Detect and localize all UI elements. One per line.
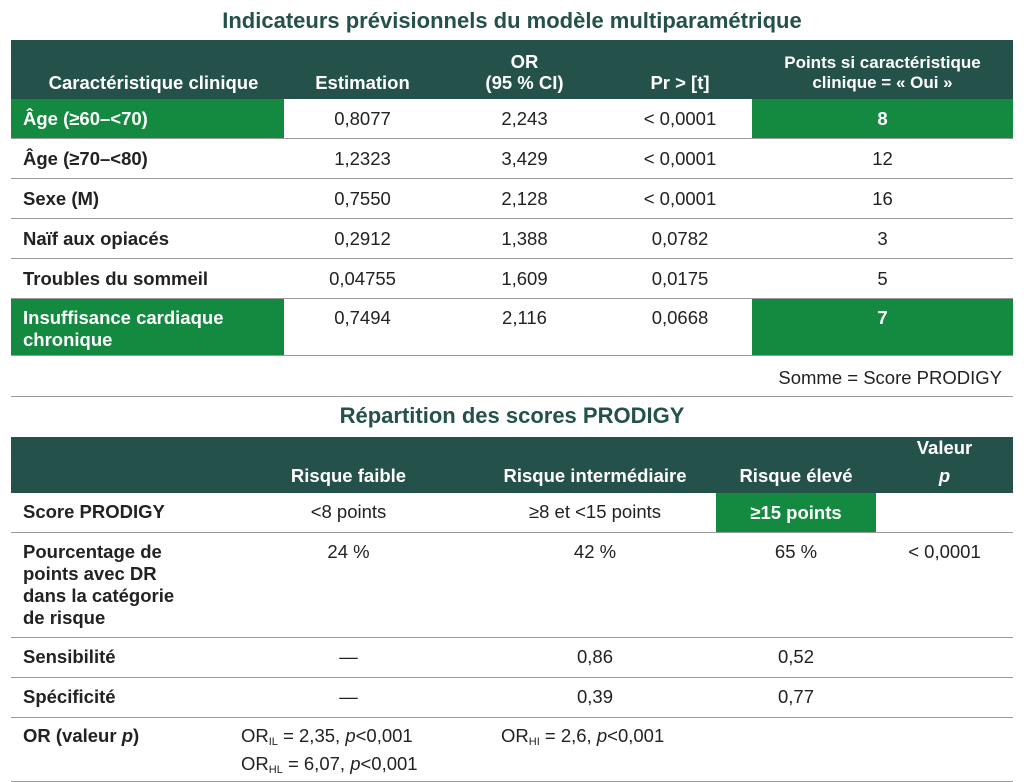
table-cell: < 0,0001 xyxy=(608,138,752,179)
table-row: Âge (≥60–<70) 0,8077 2,243 < 0,0001 8 xyxy=(11,99,1013,139)
table-cell: 0,7550 xyxy=(284,178,441,219)
column-header xyxy=(11,437,223,493)
or-label-p: p xyxy=(121,725,134,746)
column-header: Valeur p xyxy=(876,437,1013,493)
column-header: Risque intermédiaire xyxy=(474,437,716,493)
table-row: Spécificité — 0,39 0,77 xyxy=(11,677,1013,718)
table-cell xyxy=(876,677,1013,718)
pvalue-header: Valeur p xyxy=(916,437,973,486)
table-cell: 1,388 xyxy=(441,218,608,259)
or-il: ORIL = 2,35, p<0,001 xyxy=(241,725,413,748)
table-cell: 2,128 xyxy=(441,178,608,219)
table-row: Âge (≥70–<80) 1,2323 3,429 < 0,0001 12 xyxy=(11,138,1013,179)
column-header: Estimation xyxy=(284,40,441,99)
table-cell xyxy=(876,637,1013,678)
table-cell: 3,429 xyxy=(441,138,608,179)
table-cell: 1,609 xyxy=(441,258,608,299)
points-cell: 8 xyxy=(752,99,1013,139)
table-row: Pourcentage de points avec DR dans la ca… xyxy=(11,532,1013,638)
table-cell: 0,0668 xyxy=(608,298,752,356)
or-intermediate-cell: ORHI = 2,6, p<0,001 xyxy=(474,717,716,782)
table-row: Sexe (M) 0,7550 2,128 < 0,0001 16 xyxy=(11,178,1013,219)
table-cell: — xyxy=(223,677,474,718)
table-cell: 0,39 xyxy=(474,677,716,718)
or-low-cell: ORIL = 2,35, p<0,001 ORHL = 6,07, p<0,00… xyxy=(223,717,474,782)
column-header: Pr > [t] xyxy=(608,40,752,99)
table-cell: <8 points xyxy=(310,501,387,522)
row-label: Insuffisance cardiaque chronique xyxy=(11,298,284,356)
table-cell: 1,2323 xyxy=(284,138,441,179)
table-cell: 0,8077 xyxy=(334,108,391,129)
table-cell: < 0,0001 xyxy=(876,532,1013,638)
sum-note: Somme = Score PRODIGY xyxy=(778,367,1002,388)
row-label: Âge (≥70–<80) xyxy=(11,138,284,179)
table-row: Score PRODIGY <8 points ≥8 et <15 points… xyxy=(11,493,1013,533)
table-cell xyxy=(876,493,1013,533)
table-cell: 2,243 xyxy=(501,108,548,129)
row-label: Sexe (M) xyxy=(11,178,284,219)
table-cell: < 0,0001 xyxy=(608,178,752,219)
column-header: OR (95 % CI) xyxy=(441,40,608,99)
table-title-distribution: Répartition des scores PRODIGY xyxy=(339,403,685,428)
table-cell: 65 % xyxy=(716,532,876,638)
predictors-table: Caractéristique clinique Estimation OR (… xyxy=(11,40,1013,356)
row-label: Spécificité xyxy=(11,677,223,718)
table-cell: 0,2912 xyxy=(284,218,441,259)
table-row: OR (valeur p) ORIL = 2,35, p<0,001 ORHL … xyxy=(11,717,1013,782)
table-cell: 0,7494 xyxy=(284,298,441,356)
table-cell xyxy=(876,717,1013,782)
or-label-suffix: ) xyxy=(133,725,140,746)
column-header: Caractéristique clinique xyxy=(11,40,284,99)
row-label: Score PRODIGY xyxy=(23,501,165,522)
divider xyxy=(11,396,1013,397)
table-cell: 0,0175 xyxy=(608,258,752,299)
table-cell: 42 % xyxy=(474,532,716,638)
points-cell: 7 xyxy=(752,298,1013,356)
table-cell: 0,04755 xyxy=(284,258,441,299)
distribution-table: Risque faible Risque intermédiaire Risqu… xyxy=(11,437,1013,782)
table-row: Troubles du sommeil 0,04755 1,609 0,0175… xyxy=(11,258,1013,299)
table-cell: ≥8 et <15 points xyxy=(528,501,662,522)
table-row: Sensibilité — 0,86 0,52 xyxy=(11,637,1013,678)
column-header: Risque élevé xyxy=(716,437,876,493)
or-label-prefix: OR (valeur xyxy=(23,725,122,746)
table-cell: 24 % xyxy=(223,532,474,638)
column-header: Risque faible xyxy=(223,437,474,493)
table-cell: ≥15 points xyxy=(716,493,876,533)
row-label: Troubles du sommeil xyxy=(11,258,284,299)
table-cell: 2,116 xyxy=(441,298,608,356)
or-hi: ORHI = 2,6, p<0,001 xyxy=(501,725,665,748)
table-cell: 0,77 xyxy=(716,677,876,718)
table-cell: — xyxy=(223,637,474,678)
table-row: Naïf aux opiacés 0,2912 1,388 0,0782 3 xyxy=(11,218,1013,259)
row-label: Pourcentage de points avec DR dans la ca… xyxy=(11,532,223,638)
points-cell: 16 xyxy=(752,178,1013,219)
row-label: Sensibilité xyxy=(11,637,223,678)
table-cell xyxy=(716,717,876,782)
table-cell: < 0,0001 xyxy=(643,108,717,129)
or-hl: ORHL = 6,07, p<0,001 xyxy=(241,753,418,776)
row-label: OR (valeur p) xyxy=(11,717,223,782)
points-cell: 12 xyxy=(752,138,1013,179)
column-header: Points si caractéristique clinique = « O… xyxy=(752,40,1013,99)
high-risk-highlight: ≥15 points xyxy=(716,493,876,532)
table-cell: 0,52 xyxy=(716,637,876,678)
table-title-predictors: Indicateurs prévisionnels du modèle mult… xyxy=(222,8,802,33)
table-cell: 0,0782 xyxy=(608,218,752,259)
table-row: Insuffisance cardiaque chronique 0,7494 … xyxy=(11,298,1013,356)
points-cell: 3 xyxy=(752,218,1013,259)
row-label: Âge (≥60–<70) xyxy=(11,99,284,139)
row-label: Naïf aux opiacés xyxy=(11,218,284,259)
table-cell: 0,86 xyxy=(474,637,716,678)
points-cell: 5 xyxy=(752,258,1013,299)
